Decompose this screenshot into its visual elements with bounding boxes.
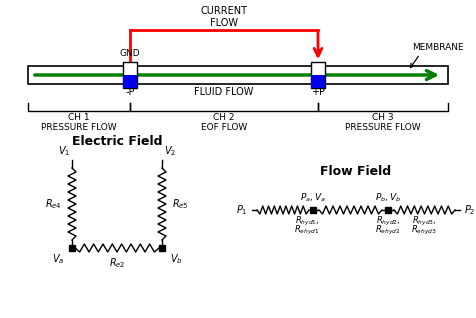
Text: CH 3
PRESSURE FLOW: CH 3 PRESSURE FLOW	[345, 113, 421, 132]
Bar	[123, 75, 137, 88]
Bar	[123, 62, 137, 88]
Text: $R_{hyd1},$: $R_{hyd1},$	[295, 215, 319, 228]
Text: $R_{hyd2},$: $R_{hyd2},$	[376, 215, 400, 228]
Text: CH 2
EOF FLOW: CH 2 EOF FLOW	[201, 113, 247, 132]
Bar	[28, 66, 448, 84]
Text: $P_a, V_a$: $P_a, V_a$	[300, 191, 326, 204]
Text: V-: V-	[314, 49, 322, 58]
Bar	[310, 207, 316, 213]
Text: $R_{e4}$: $R_{e4}$	[45, 197, 62, 211]
Text: $R_{ehyd2}$: $R_{ehyd2}$	[375, 224, 401, 237]
Bar	[385, 207, 391, 213]
Text: $V_1$: $V_1$	[58, 144, 70, 158]
Bar	[159, 245, 165, 251]
Text: $P_1$: $P_1$	[236, 203, 247, 217]
Text: $P_2$: $P_2$	[464, 203, 476, 217]
Text: $V_b$: $V_b$	[170, 252, 183, 266]
Text: MEMBRANE: MEMBRANE	[412, 43, 464, 52]
Text: CURRENT
FLOW: CURRENT FLOW	[200, 6, 248, 28]
Text: $R_{ehyd3}$: $R_{ehyd3}$	[411, 224, 437, 237]
Text: -P: -P	[125, 87, 135, 97]
Text: $P_b, V_b$: $P_b, V_b$	[375, 191, 401, 204]
Bar	[69, 245, 75, 251]
Text: GND: GND	[119, 49, 140, 58]
Text: $V_2$: $V_2$	[164, 144, 176, 158]
Text: Electric Field: Electric Field	[72, 135, 162, 148]
Text: $R_{e2}$: $R_{e2}$	[109, 256, 125, 270]
Text: $R_{hyd3},$: $R_{hyd3},$	[412, 215, 436, 228]
Bar	[311, 75, 325, 88]
Bar	[311, 62, 325, 88]
Text: $R_{ehyd1}$: $R_{ehyd1}$	[294, 224, 320, 237]
Text: $R_{e5}$: $R_{e5}$	[172, 197, 188, 211]
Text: CH 1
PRESSURE FLOW: CH 1 PRESSURE FLOW	[41, 113, 117, 132]
Text: +P: +P	[311, 87, 325, 97]
Text: FLUID FLOW: FLUID FLOW	[194, 87, 254, 97]
Text: Flow Field: Flow Field	[320, 165, 392, 178]
Text: $V_a$: $V_a$	[51, 252, 64, 266]
